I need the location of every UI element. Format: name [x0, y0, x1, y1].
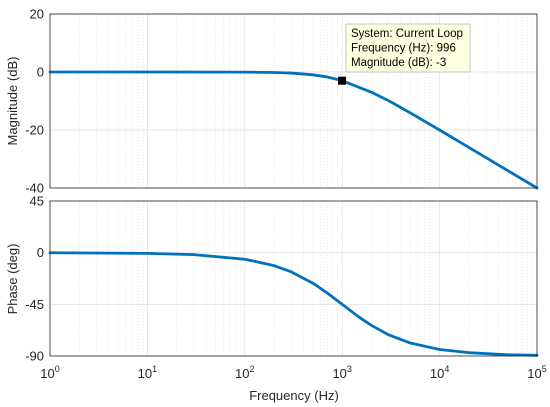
magnitude-y-axis-label: Magnitude (dB)	[5, 57, 20, 146]
datatip-line: Frequency (Hz): 996	[351, 43, 456, 55]
phase-axes-background	[50, 201, 537, 356]
phase-y-tick-label: 0	[37, 245, 44, 260]
datatip-box	[345, 23, 471, 73]
phase-panel: 45 0 -45 -90 Phase (deg)	[5, 194, 539, 364]
magnitude-y-tick-label: -20	[25, 123, 44, 138]
magnitude-y-tick-labels: 20 0 -20 -40	[25, 7, 44, 196]
frequency-tick-label: 100	[40, 364, 59, 381]
phase-axes-frame	[49, 200, 538, 357]
phase-y-tick-label: 45	[30, 194, 44, 209]
phase-grid	[49, 200, 538, 357]
phase-series	[48, 251, 539, 357]
phase-series-line	[48, 251, 539, 357]
datatip-marker[interactable]	[338, 76, 347, 85]
frequency-tick-label: 102	[235, 364, 254, 381]
frequency-axis-label: Frequency (Hz)	[249, 388, 339, 403]
frequency-tick-label: 104	[430, 364, 449, 381]
phase-y-tick-labels: 45 0 -45 -90	[25, 194, 44, 364]
phase-y-tick-label: -90	[25, 349, 44, 364]
magnitude-y-tick-label: 0	[37, 65, 44, 80]
frequency-tick-label: 101	[138, 364, 157, 381]
frequency-tick-label: 105	[527, 364, 546, 381]
frequency-tick-labels: 100 101 102 103 104 105	[40, 364, 546, 381]
datatip-line: System: Current Loop	[351, 28, 463, 40]
magnitude-y-tick-label: -40	[25, 181, 44, 196]
magnitude-axes-frame	[49, 13, 538, 189]
frequency-tick-label: 103	[332, 364, 351, 381]
phase-y-tick-label: -45	[25, 297, 44, 312]
phase-y-axis-label: Phase (deg)	[5, 244, 20, 315]
magnitude-y-tick-label: 20	[30, 7, 44, 22]
magnitude-panel: 20 0 -20 -40 Magnitude (dB) System: Current…	[5, 7, 539, 196]
datatip[interactable]: System: Current Loop Frequency (Hz): 996 M…	[338, 23, 471, 85]
datatip-line: Magnitude (dB): -3	[351, 57, 446, 69]
